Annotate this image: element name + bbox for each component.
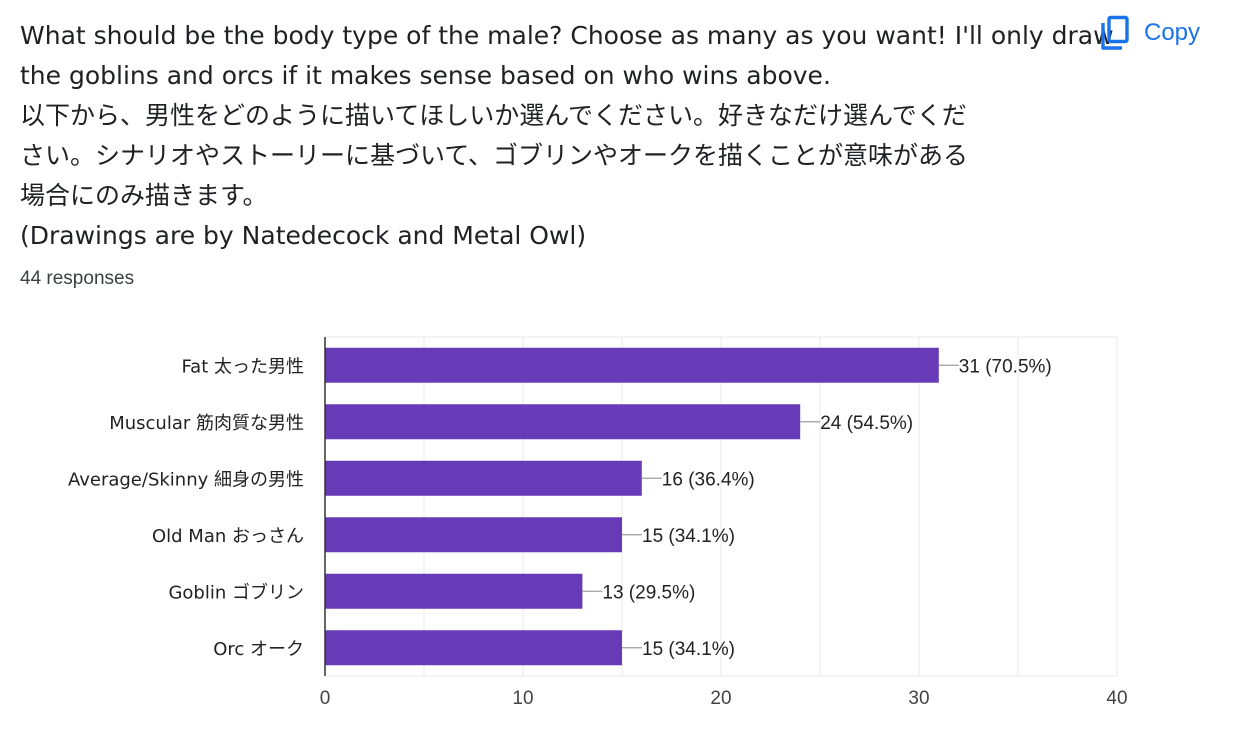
question-line: What should be the body type of the male… [20,21,1114,50]
question-line: さい。シナリオやストーリーに基づいて、ゴブリンやオークを描くことが意味がある [20,141,969,170]
x-tick-label: 20 [710,688,731,709]
category-label: Muscular 筋肉質な男性 [109,413,304,434]
data-label: 15 (34.1%) [642,526,735,547]
category-label: Old Man おっさん [152,526,304,547]
data-label: 16 (36.4%) [662,469,755,490]
x-tick-label: 0 [320,688,331,709]
bar [325,630,622,666]
bar [325,573,583,609]
category-label: Orc オーク [213,639,304,660]
question-line: 場合にのみ描きます。 [20,181,268,210]
copy-button-label: Copy [1144,19,1201,46]
copy-icon [1100,15,1130,51]
x-tick-label: 30 [908,688,929,709]
x-tick-label: 40 [1106,688,1127,709]
question-text: What should be the body type of the male… [20,16,1114,256]
data-label: 15 (34.1%) [642,639,735,660]
copy-button[interactable]: Copy [1100,12,1200,54]
question-line: (Drawings are by Natedecock and Metal Ow… [20,221,587,250]
bar [325,404,801,440]
question-line: 以下から、男性をどのように描いてほしいか選んでください。好きなだけ選んでくだ [20,101,967,130]
x-tick-label: 10 [512,688,533,709]
category-label: Goblin ゴブリン [168,581,304,603]
question-line: the goblins and orcs if it makes sense b… [20,61,831,90]
bar [325,460,642,496]
category-label: Fat 太った男性 [181,356,304,377]
response-count: 44 responses [20,268,135,289]
bar [325,347,939,383]
category-label: Average/Skinny 細身の男性 [68,469,304,490]
data-label: 24 (54.5%) [820,413,913,434]
data-label: 31 (70.5%) [959,356,1052,377]
bar [325,517,622,553]
data-label: 13 (29.5%) [602,582,695,603]
